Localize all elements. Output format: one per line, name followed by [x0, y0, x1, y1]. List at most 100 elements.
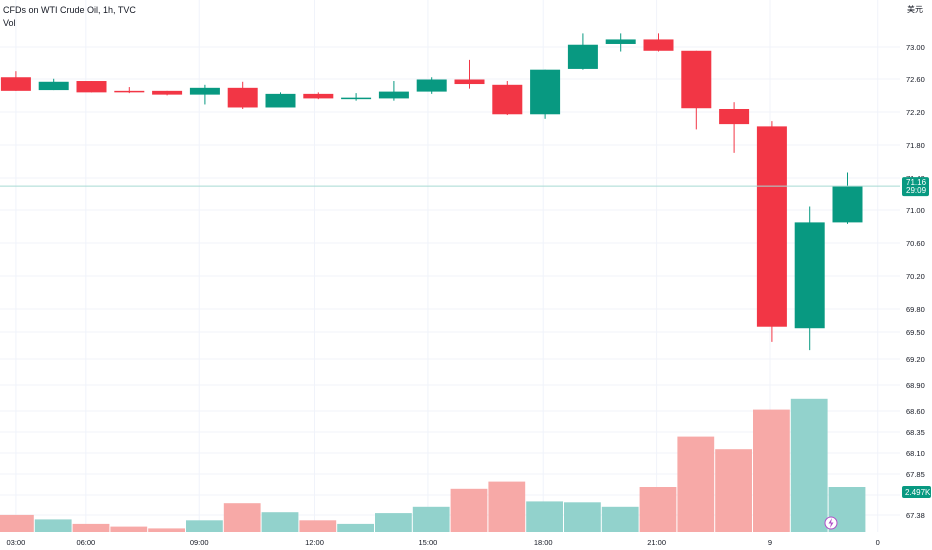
candle-body	[530, 69, 561, 115]
candle-body	[265, 93, 296, 108]
volume-bar	[186, 520, 223, 532]
volume-bar	[72, 523, 110, 532]
candlesticks	[0, 33, 863, 351]
candle	[0, 71, 31, 91]
candle-body	[341, 97, 372, 100]
candle-body	[416, 79, 447, 92]
price-tick-label: 70.20	[906, 272, 925, 281]
candle	[227, 81, 258, 109]
price-tick-label: 67.85	[906, 470, 925, 479]
candle	[756, 121, 787, 342]
candle	[530, 69, 561, 119]
price-tick-label: 68.10	[906, 449, 925, 458]
candle-body	[643, 39, 674, 51]
price-tick-label: 69.50	[906, 328, 925, 337]
volume-bar	[450, 488, 488, 532]
price-badge: 71.16 29:09	[902, 177, 929, 197]
volume-bar	[375, 513, 412, 532]
chart-legend: CFDs on WTI Crude Oil, 1h, TVC Vol	[3, 4, 136, 30]
time-tick-label: 21:00	[647, 538, 666, 547]
volume-label[interactable]: Vol	[3, 18, 16, 28]
time-axis[interactable]: 03:00 06:00 09:00 12:00 15:00 18:00 21:00 9 0	[7, 538, 880, 547]
candle	[454, 59, 485, 89]
candle	[832, 172, 863, 224]
time-tick-label: 0	[876, 538, 880, 547]
price-tick-label: 67.38	[906, 511, 925, 520]
candle-body	[114, 90, 145, 93]
symbol-title[interactable]: CFDs on WTI Crude Oil, 1h, TVC	[3, 5, 136, 15]
volume-bar	[34, 519, 72, 532]
volume-bars	[0, 398, 866, 532]
currency-label: 美元	[907, 4, 923, 14]
volume-bar	[488, 481, 526, 532]
candle	[76, 81, 107, 93]
price-tick-label: 69.20	[906, 355, 925, 364]
volume-bar	[223, 503, 261, 532]
candle	[378, 81, 409, 101]
candle	[416, 77, 447, 94]
candle-body	[38, 81, 69, 91]
candle	[341, 93, 372, 101]
candle-body	[681, 50, 712, 109]
candle-body	[492, 84, 523, 115]
candle	[681, 50, 712, 130]
candle-body	[832, 186, 863, 223]
candle-body	[605, 39, 636, 44]
volume-bar	[790, 398, 828, 532]
candle	[492, 81, 523, 116]
volume-badge-value: 2.497K	[905, 488, 931, 497]
volume-bar	[261, 512, 299, 532]
candle-body	[303, 93, 334, 99]
candle-body	[378, 91, 409, 99]
candle-body	[454, 79, 485, 85]
volume-bar	[148, 528, 185, 532]
volume-bar	[601, 506, 639, 532]
candle-body	[0, 77, 31, 91]
time-tick-label: 06:00	[76, 538, 95, 547]
price-badge-countdown: 29:09	[906, 186, 927, 195]
time-tick-label: 09:00	[190, 538, 209, 547]
volume-bar	[526, 501, 563, 532]
time-tick-label: 9	[768, 538, 772, 547]
volume-bar	[753, 409, 790, 532]
time-tick-label: 03:00	[7, 538, 26, 547]
time-tick-label: 18:00	[534, 538, 553, 547]
candle-body	[567, 44, 598, 69]
lightning-icon[interactable]	[824, 516, 838, 530]
time-tick-label: 12:00	[305, 538, 324, 547]
time-tick-label: 15:00	[419, 538, 438, 547]
candle	[303, 92, 334, 100]
candle-body	[756, 126, 787, 327]
candle	[605, 33, 636, 52]
volume-badge: 2.497K	[902, 486, 931, 498]
volume-bar	[639, 487, 677, 532]
volume-bar	[0, 514, 34, 532]
candle-body	[189, 87, 220, 95]
candle-body	[227, 87, 258, 108]
volume-bar	[110, 526, 148, 532]
candle	[189, 84, 220, 105]
candle-body	[152, 90, 183, 95]
candle-body	[719, 108, 750, 125]
volume-bar	[412, 506, 450, 532]
candle	[643, 33, 674, 52]
volume-bar	[715, 449, 752, 532]
price-tick-label: 73.00	[906, 43, 925, 52]
price-tick-label: 69.80	[906, 305, 925, 314]
volume-bar	[564, 502, 601, 532]
candle	[719, 102, 750, 153]
price-badge-value: 71.16	[906, 178, 927, 187]
price-tick-label: 70.60	[906, 239, 925, 248]
candle	[265, 92, 296, 108]
volume-bar	[677, 436, 715, 532]
price-tick-label: 68.90	[906, 381, 925, 390]
price-tick-label: 68.60	[906, 407, 925, 416]
price-tick-label: 72.60	[906, 75, 925, 84]
candle	[567, 33, 598, 70]
candle	[38, 78, 69, 91]
candle	[114, 87, 145, 94]
candle-body	[76, 81, 107, 93]
price-axis[interactable]: 73.0072.6072.2071.8071.4071.0070.6070.20…	[906, 43, 925, 520]
candle	[152, 90, 183, 96]
